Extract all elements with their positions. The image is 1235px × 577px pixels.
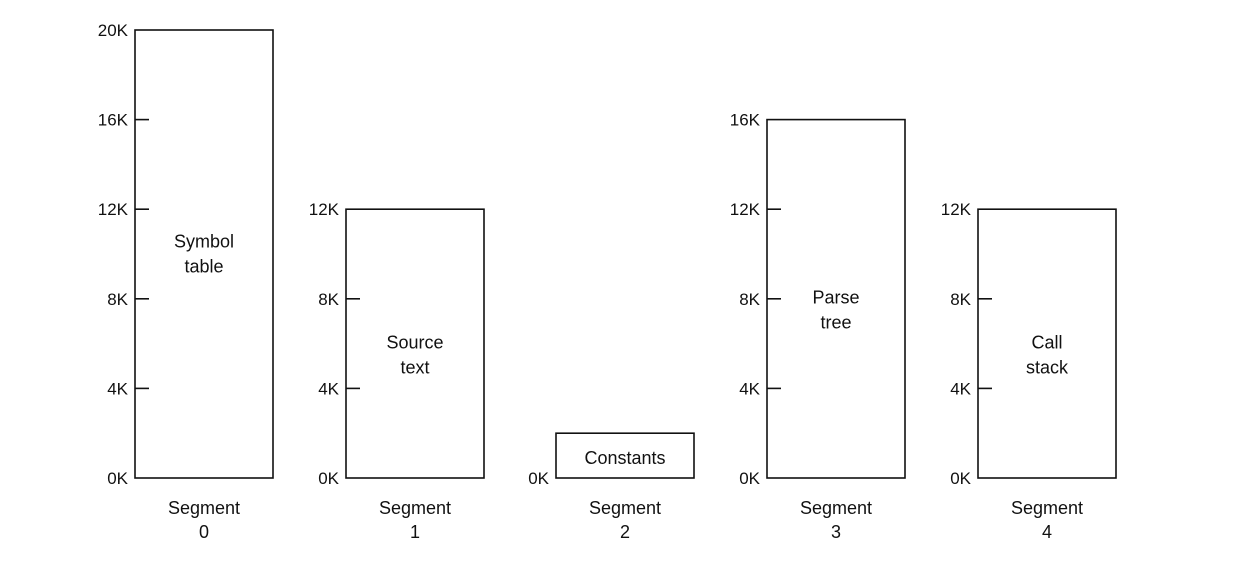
segment-3-content-label: Parse — [812, 288, 859, 308]
segment-0-box — [134, 29, 274, 479]
segment-0-content-label: table — [184, 257, 223, 277]
segment-3-tick-label: 0K — [739, 469, 760, 488]
segment-2-content-label: Constants — [584, 448, 665, 468]
segment-0-tick-label: 20K — [98, 21, 129, 40]
segment-0-tick-label: 4K — [107, 379, 128, 398]
segment-4-tick-label: 4K — [950, 379, 971, 398]
segment-3-content-label: tree — [820, 313, 851, 333]
segment-1-tick-label: 4K — [318, 379, 339, 398]
segment-4-tick-label: 12K — [941, 200, 972, 219]
segment-0-tick-label: 0K — [107, 469, 128, 488]
segment-2-caption: 2 — [620, 522, 630, 542]
segment-1-content-label: text — [400, 358, 429, 378]
segment-1-content-label: Source — [386, 333, 443, 353]
segment-4-content-label: Call — [1031, 333, 1062, 353]
segment-0-caption: Segment — [168, 498, 240, 518]
segment-2-caption: Segment — [589, 498, 661, 518]
segment-0-tick-label: 8K — [107, 290, 128, 309]
segment-1-caption: Segment — [379, 498, 451, 518]
segment-1-tick-label: 8K — [318, 290, 339, 309]
segment-1-tick-label: 12K — [309, 200, 340, 219]
segment-0-content-label: Symbol — [174, 232, 234, 252]
segment-3-tick-label: 4K — [739, 379, 760, 398]
segment-4-caption: Segment — [1011, 498, 1083, 518]
segment-1-box — [345, 208, 485, 479]
segment-3-tick-label: 8K — [739, 290, 760, 309]
segment-1-caption: 1 — [410, 522, 420, 542]
segment-3-tick-label: 12K — [730, 200, 761, 219]
segment-0-tick-label: 16K — [98, 111, 129, 130]
segment-4-content-label: stack — [1026, 358, 1069, 378]
segment-3-tick-label: 16K — [730, 111, 761, 130]
segment-2-tick-label: 0K — [528, 469, 549, 488]
segment-4-tick-label: 0K — [950, 469, 971, 488]
segment-3-caption: Segment — [800, 498, 872, 518]
segment-2-box — [555, 432, 695, 479]
segment-0-caption: 0 — [199, 522, 209, 542]
segment-0-tick-label: 12K — [98, 200, 129, 219]
segment-4-caption: 4 — [1042, 522, 1052, 542]
segment-3-caption: 3 — [831, 522, 841, 542]
segment-1-tick-label: 0K — [318, 469, 339, 488]
segment-4-tick-label: 8K — [950, 290, 971, 309]
segment-4-box — [977, 208, 1117, 479]
